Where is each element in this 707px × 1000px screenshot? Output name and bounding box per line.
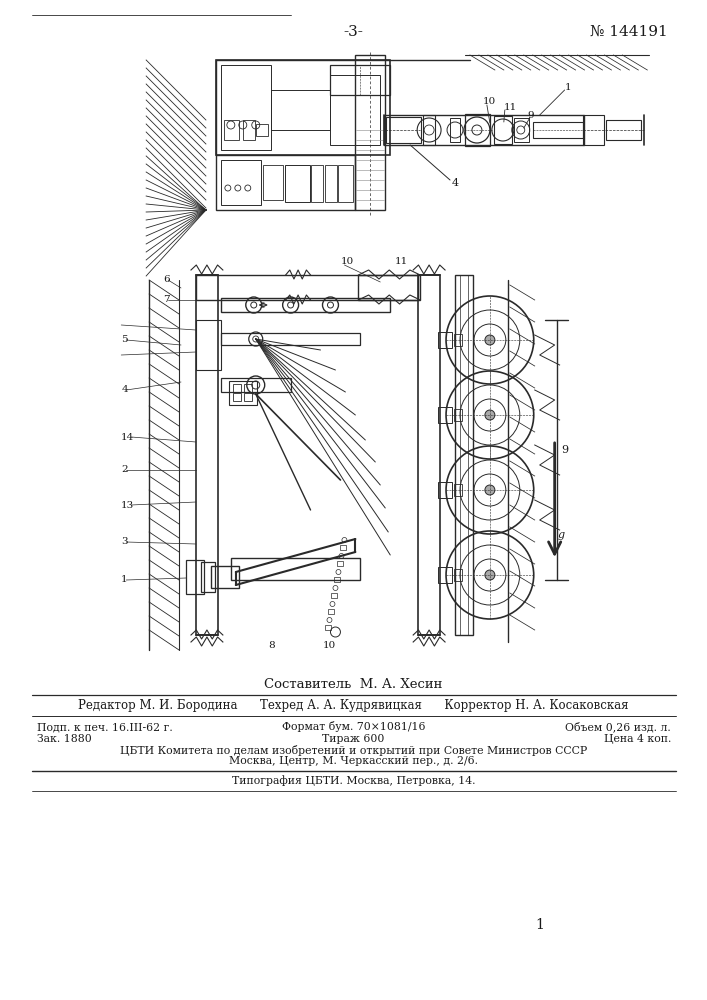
Bar xyxy=(385,115,583,145)
Text: 9: 9 xyxy=(561,445,568,455)
Text: Зак. 1880: Зак. 1880 xyxy=(37,734,91,744)
Bar xyxy=(460,275,468,635)
Bar xyxy=(216,60,390,155)
Bar xyxy=(244,393,252,401)
Bar xyxy=(196,275,420,300)
Text: -3-: -3- xyxy=(344,25,363,39)
Bar xyxy=(233,384,241,392)
Bar xyxy=(233,393,241,401)
Text: 1: 1 xyxy=(535,918,544,932)
Bar xyxy=(454,409,462,421)
Bar xyxy=(221,65,271,150)
Bar xyxy=(455,275,473,635)
Bar xyxy=(438,332,452,348)
Text: 10: 10 xyxy=(322,641,336,650)
Bar xyxy=(221,298,390,312)
Bar xyxy=(337,561,344,566)
Text: 14: 14 xyxy=(121,432,134,442)
Bar xyxy=(221,333,361,345)
Bar xyxy=(285,165,310,202)
Bar xyxy=(231,558,361,580)
Bar xyxy=(514,118,529,142)
Text: ЦБТИ Комитета по делам изобретений и открытий при Совете Министров СССР: ЦБТИ Комитета по делам изобретений и отк… xyxy=(119,744,587,756)
Bar xyxy=(341,545,346,550)
Text: Типография ЦБТИ. Москва, Петровка, 14.: Типография ЦБТИ. Москва, Петровка, 14. xyxy=(232,776,475,786)
Bar xyxy=(196,320,221,370)
Bar xyxy=(329,609,334,614)
Text: Подп. к печ. 16.III-62 г.: Подп. к печ. 16.III-62 г. xyxy=(37,722,173,732)
Bar xyxy=(332,593,337,598)
Bar xyxy=(325,165,337,202)
Bar xyxy=(196,275,218,635)
Bar xyxy=(423,115,435,145)
Bar xyxy=(583,115,604,145)
Bar xyxy=(494,116,512,144)
Bar xyxy=(334,577,341,582)
Bar xyxy=(450,118,460,142)
Bar xyxy=(211,566,239,588)
Bar xyxy=(186,560,204,594)
Bar xyxy=(358,275,418,300)
Bar xyxy=(438,482,452,498)
Text: 10: 10 xyxy=(341,257,354,266)
Bar xyxy=(221,378,291,392)
Text: Формат бум. 70×1081/16: Формат бум. 70×1081/16 xyxy=(281,722,425,732)
Text: 3: 3 xyxy=(121,538,128,546)
Text: 4: 4 xyxy=(452,178,459,188)
Bar xyxy=(386,117,421,143)
Text: Москва, Центр, М. Черкасский пер., д. 2/6.: Москва, Центр, М. Черкасский пер., д. 2/… xyxy=(229,756,478,766)
Text: Тираж 600: Тираж 600 xyxy=(322,734,385,744)
Bar xyxy=(224,120,239,140)
Text: 7: 7 xyxy=(163,296,170,304)
Text: 8: 8 xyxy=(269,641,275,650)
Bar xyxy=(330,65,390,95)
Bar xyxy=(216,155,356,210)
Text: № 144191: № 144191 xyxy=(590,25,667,39)
Bar xyxy=(325,625,332,630)
Bar xyxy=(263,165,283,200)
Bar xyxy=(465,114,490,146)
Text: g: g xyxy=(558,530,565,540)
Bar xyxy=(201,562,215,592)
Circle shape xyxy=(485,485,495,495)
Text: 1: 1 xyxy=(121,576,128,584)
Bar xyxy=(607,120,641,140)
Bar xyxy=(256,124,268,136)
Text: 6: 6 xyxy=(163,275,170,284)
Bar xyxy=(438,407,452,423)
Bar xyxy=(243,120,255,140)
Text: 9: 9 xyxy=(527,110,534,119)
Bar xyxy=(271,90,330,130)
Circle shape xyxy=(485,410,495,420)
Text: Цена 4 коп.: Цена 4 коп. xyxy=(604,734,671,744)
Bar xyxy=(221,160,261,205)
Text: 11: 11 xyxy=(504,103,517,111)
Bar xyxy=(229,381,257,405)
Text: Редактор М. И. Бородина      Техред А. А. Кудрявицкая      Корректор Н. А. Косак: Редактор М. И. Бородина Техред А. А. Куд… xyxy=(78,700,629,712)
Bar xyxy=(356,55,385,210)
Text: 4: 4 xyxy=(121,385,128,394)
Text: 13: 13 xyxy=(121,500,134,510)
Bar xyxy=(454,484,462,496)
Text: 10: 10 xyxy=(483,98,496,106)
Bar xyxy=(533,122,583,138)
Bar xyxy=(438,567,452,583)
Text: 2: 2 xyxy=(121,466,128,475)
Circle shape xyxy=(485,570,495,580)
Circle shape xyxy=(485,335,495,345)
Bar xyxy=(330,75,380,145)
Text: Объем 0,26 изд. л.: Объем 0,26 изд. л. xyxy=(566,722,671,732)
Bar xyxy=(339,165,354,202)
Text: 1: 1 xyxy=(565,84,571,93)
Bar xyxy=(244,384,252,392)
Bar xyxy=(418,275,440,635)
Text: 11: 11 xyxy=(395,257,409,266)
Bar xyxy=(454,569,462,581)
Bar xyxy=(310,165,322,202)
Text: Составитель  М. А. Хесин: Составитель М. А. Хесин xyxy=(264,678,443,692)
Text: 5: 5 xyxy=(121,336,128,344)
Bar xyxy=(454,334,462,346)
